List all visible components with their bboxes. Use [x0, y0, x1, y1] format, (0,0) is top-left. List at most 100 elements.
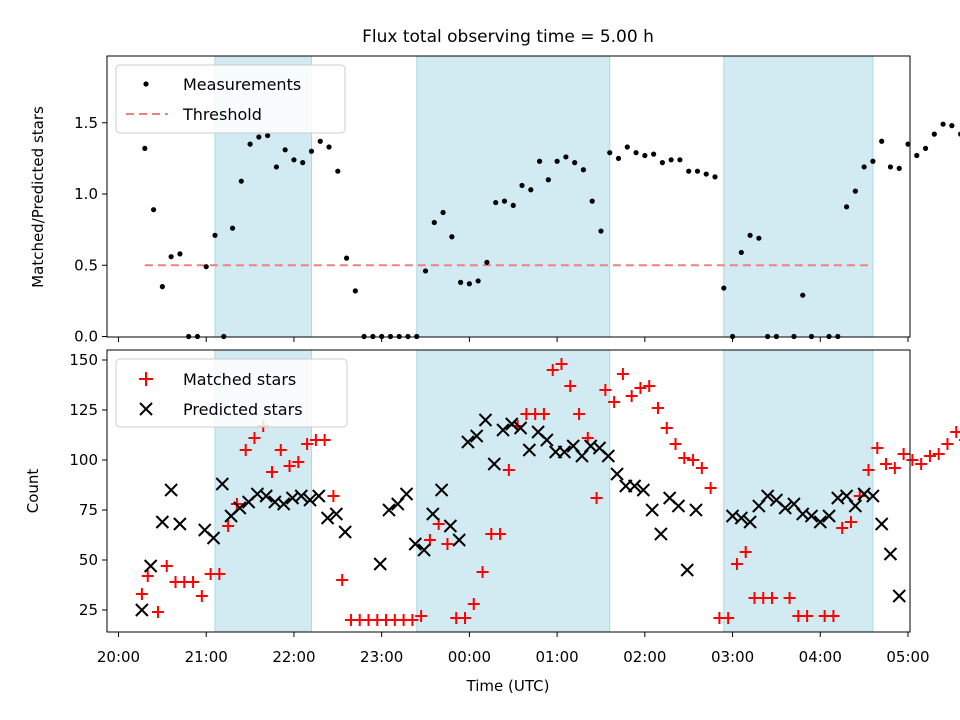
measurement-point — [712, 174, 718, 180]
matched-star-point — [283, 460, 296, 472]
matched-star-point — [195, 590, 208, 602]
measurement-point — [519, 182, 525, 189]
y-tick-label: 150 — [69, 351, 98, 369]
predicted-star-point — [259, 489, 273, 503]
predicted-star-point — [461, 435, 475, 449]
legend-measurements-label: Measurements — [183, 75, 301, 94]
measurement-point — [431, 219, 437, 226]
predicted-star-point — [734, 511, 749, 525]
matched-star-point — [941, 438, 954, 450]
y-tick-label: 125 — [69, 401, 98, 419]
legend-measurements-marker — [143, 81, 149, 87]
matched-star-point — [932, 448, 945, 460]
predicted-star-point — [505, 417, 519, 431]
x-tick-label: 20:00 — [97, 648, 140, 666]
measurement-point — [686, 168, 692, 174]
legend-threshold-label: Threshold — [182, 105, 262, 124]
x-tick-label: 21:00 — [185, 648, 228, 666]
measurement-point — [756, 235, 762, 241]
predicted-star-point — [399, 487, 414, 501]
matched-star-point — [406, 614, 419, 626]
matched-star-point — [222, 520, 235, 532]
matched-star-point — [766, 592, 779, 604]
bottom-y-axis-label: Count — [24, 469, 42, 514]
predicted-star-point — [277, 497, 291, 511]
x-tick-label: 01:00 — [535, 648, 578, 666]
y-tick-label: 25 — [79, 601, 98, 619]
measurement-point — [747, 232, 753, 238]
matched-star-point — [862, 464, 875, 476]
measurement-point — [668, 157, 674, 163]
measurement-point — [879, 138, 885, 144]
matched-star-point — [213, 568, 226, 580]
matched-star-point — [625, 390, 638, 402]
measurement-point — [651, 151, 657, 157]
predicted-star-point — [496, 423, 510, 437]
measurement-point — [633, 150, 639, 156]
measurement-point — [422, 268, 429, 274]
measurement-point — [870, 158, 876, 164]
measurement-point — [484, 259, 490, 265]
measurement-point — [843, 204, 850, 210]
matched-star-point — [687, 454, 700, 466]
predicted-star-point — [434, 483, 449, 497]
predicted-star-point — [312, 489, 326, 503]
predicted-star-point — [320, 511, 335, 525]
matched-star-point — [266, 466, 279, 478]
measurement-point — [896, 165, 902, 171]
measurement-point — [168, 254, 174, 260]
matched-star-point — [906, 454, 919, 466]
x-tick-label: 02:00 — [623, 648, 666, 666]
measurement-point — [922, 145, 929, 151]
matched-star-point — [327, 490, 340, 502]
measurement-point — [887, 164, 894, 170]
measurement-point — [624, 144, 630, 150]
matched-star-point — [739, 546, 752, 558]
predicted-star-point — [303, 493, 317, 507]
measurement-point — [589, 198, 595, 204]
matched-star-point — [722, 612, 735, 624]
measurement-point — [466, 281, 472, 287]
matched-star-point — [248, 432, 261, 444]
matched-star-point — [871, 442, 884, 454]
matched-star-point — [783, 592, 796, 604]
matched-star-point — [494, 528, 507, 540]
legend-matched-marker — [139, 372, 153, 386]
y-tick-label: 1.0 — [74, 185, 98, 203]
legend-predicted-marker — [139, 402, 153, 416]
matched-star-point — [292, 456, 305, 468]
matched-star-point — [135, 588, 148, 600]
matched-star-point — [537, 408, 550, 420]
measurement-point — [265, 132, 271, 139]
predicted-star-point — [206, 531, 221, 545]
predicted-star-point — [866, 489, 880, 503]
predicted-star-point — [143, 559, 158, 573]
measurement-point — [914, 152, 920, 159]
predicted-star-point — [804, 509, 819, 523]
predicted-star-point — [601, 449, 615, 463]
matched-star-point — [678, 452, 691, 464]
matched-star-point — [836, 522, 849, 534]
shaded-interval — [416, 55, 611, 338]
measurement-point — [554, 158, 560, 164]
predicted-star-point — [487, 457, 501, 471]
legend-predicted-label: Predicted stars — [183, 400, 303, 419]
measurement-point — [317, 138, 323, 144]
matched-star-point — [888, 462, 901, 474]
top-x-ticks — [118, 337, 909, 342]
matched-star-point — [599, 384, 612, 396]
measurement-point — [598, 228, 604, 234]
matched-star-point — [695, 462, 708, 474]
top-legend-box — [115, 64, 346, 134]
matched-star-point — [608, 396, 621, 408]
chart-title: Flux total observing time = 5.00 h — [362, 27, 654, 47]
top-y-ticks: 0.0 0.5 1.0 1.5 — [74, 114, 107, 346]
matched-star-point — [546, 364, 559, 376]
predicted-star-point — [408, 537, 423, 551]
matched-star-point — [880, 458, 893, 470]
predicted-star-point — [610, 467, 624, 481]
predicted-star-point — [848, 499, 863, 513]
measurement-point — [580, 167, 587, 173]
measurement-point — [528, 187, 534, 193]
